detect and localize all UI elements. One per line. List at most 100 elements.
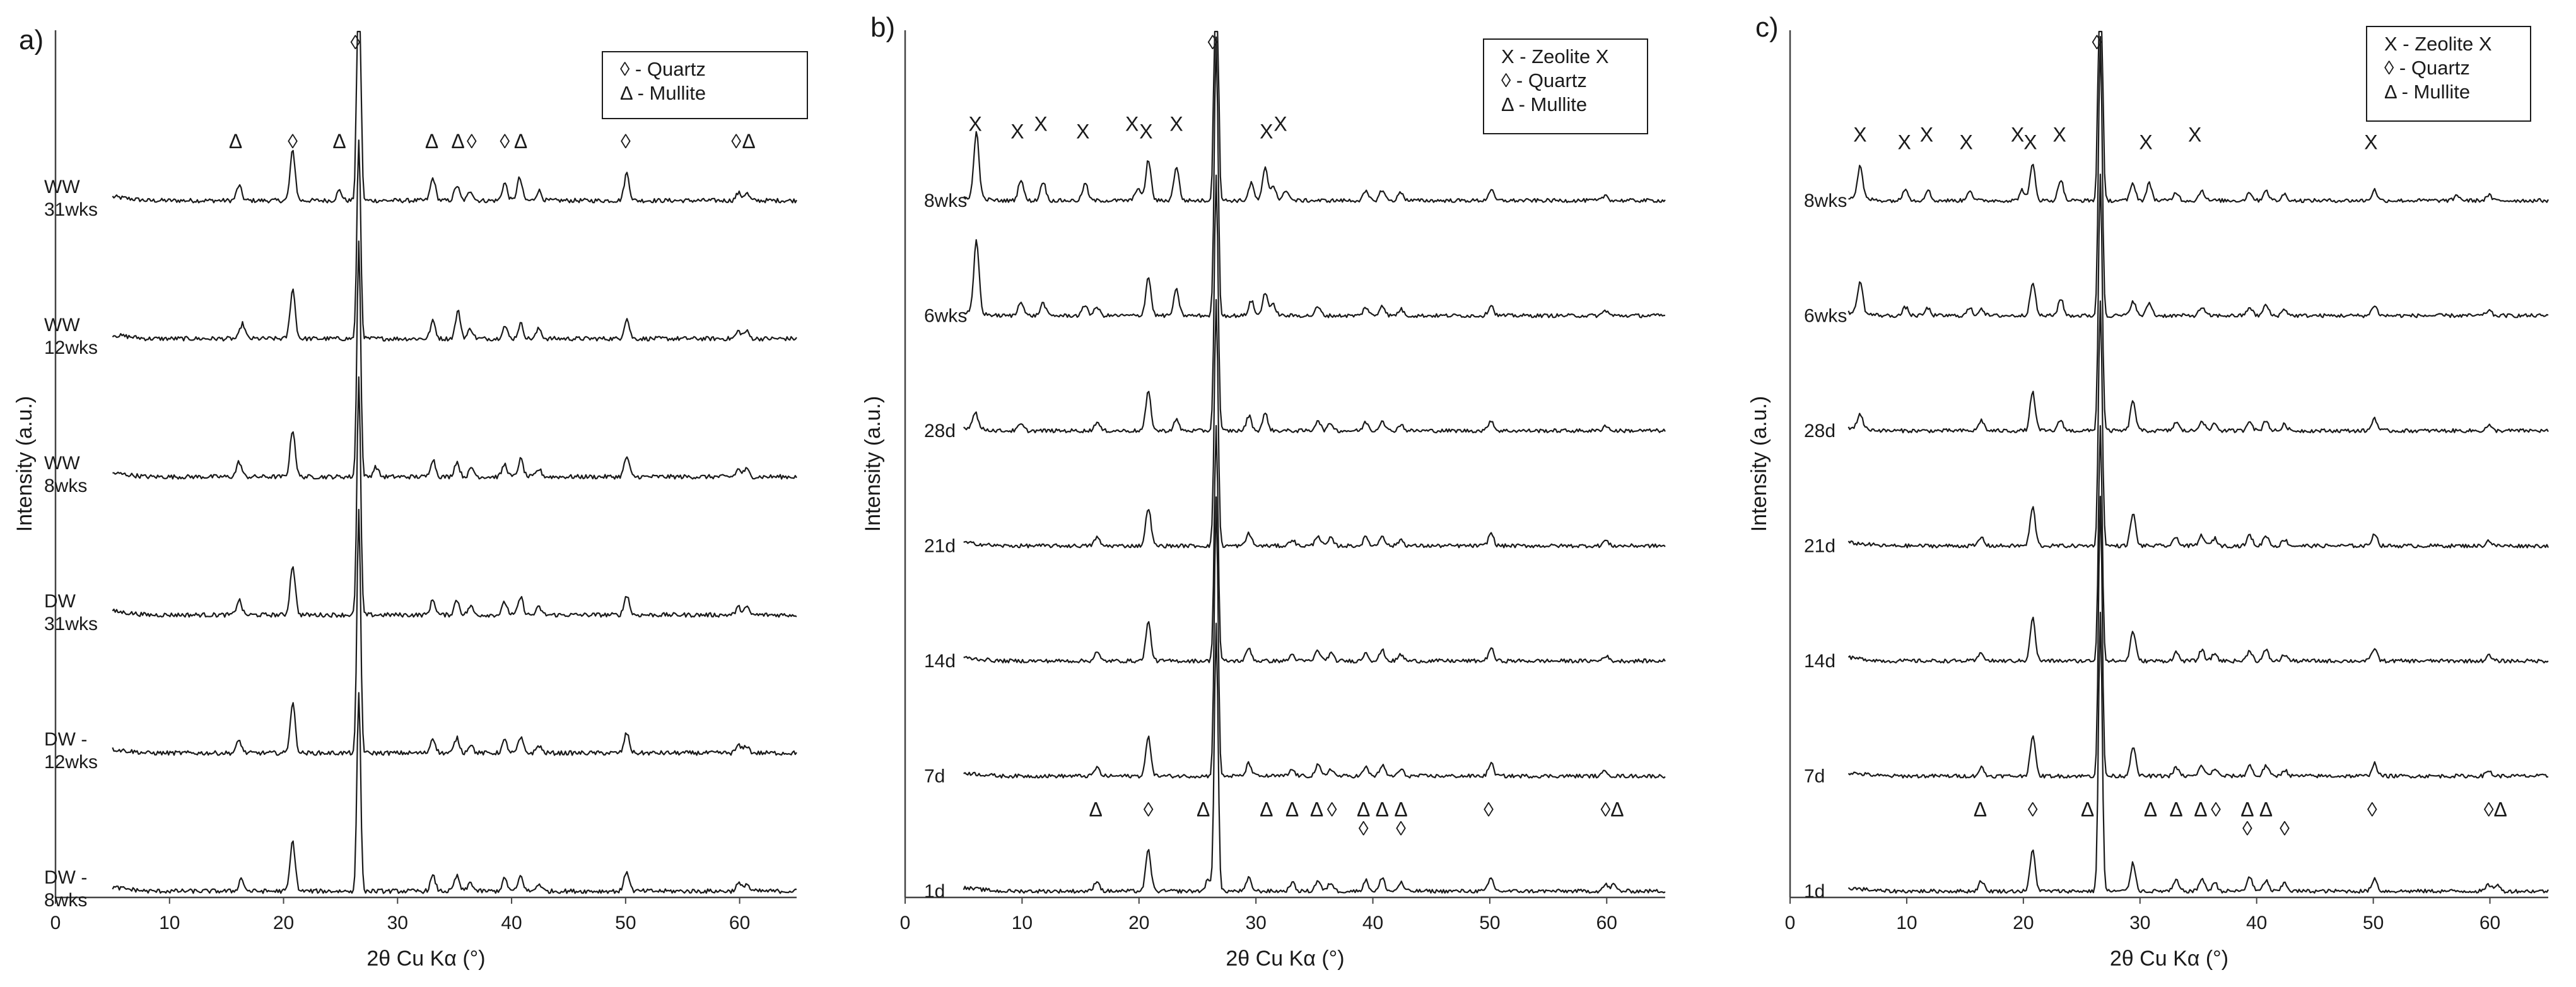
- peak-marker: Δ: [229, 130, 242, 153]
- series-label-line: 14d: [924, 651, 956, 672]
- peak-marker: Δ: [2144, 798, 2157, 821]
- x-tick-label: 10: [159, 913, 180, 933]
- peak-marker: Δ: [1310, 798, 1323, 821]
- xrd-series-line: [963, 496, 1666, 779]
- y-axis-title: Intensity (a.u.): [1747, 396, 1771, 532]
- peak-marker: X: [1125, 112, 1139, 135]
- peak-marker: Δ: [1376, 798, 1389, 821]
- x-axis-title: 2θ Cu Kα (°): [1226, 947, 1344, 971]
- xrd-series-line: [1847, 424, 2549, 664]
- peak-marker: Δ: [2169, 798, 2182, 821]
- peak-marker: ◊: [1144, 798, 1154, 821]
- x-tick-label: 20: [2013, 913, 2034, 933]
- legend-entry: ◊ - Quartz: [2384, 57, 2470, 79]
- peak-marker: X: [1010, 120, 1024, 143]
- series-label-line: 8wks: [1804, 190, 1847, 211]
- peak-marker: X: [2188, 123, 2201, 146]
- series-label-line: 8wks: [44, 890, 87, 911]
- xrd-series-line: [112, 508, 797, 756]
- peak-marker: Δ: [2259, 798, 2273, 821]
- xrd-series-line: [112, 30, 797, 204]
- x-tick-label: 60: [2479, 913, 2500, 933]
- x-tick-label: 20: [273, 913, 294, 933]
- peak-marker: Δ: [425, 130, 438, 153]
- peak-marker: ◊: [2092, 31, 2102, 54]
- series-label: 8wks: [924, 190, 967, 211]
- peak-marker: X: [1034, 112, 1047, 135]
- x-tick-label: 30: [1245, 913, 1266, 933]
- legend-entry: X - Zeolite X: [2384, 33, 2492, 55]
- legend-entry: Δ - Mullite: [620, 82, 706, 104]
- series-label-line: WW: [44, 453, 80, 474]
- x-tick-label: 20: [1128, 913, 1149, 933]
- peak-marker: Δ: [1974, 798, 1987, 821]
- peak-marker: ◊: [2280, 817, 2290, 840]
- legend-box: [602, 51, 808, 119]
- series-label-line: 12wks: [44, 337, 98, 358]
- peak-marker: Δ: [451, 130, 464, 153]
- y-axis-title: Intensity (a.u.): [861, 396, 885, 532]
- peak-marker: ◊: [2028, 798, 2038, 821]
- series-label-line: 12wks: [44, 752, 98, 773]
- legend-box: [2366, 26, 2531, 122]
- series-label-line: 28d: [1804, 421, 1835, 441]
- legend-entry: Δ - Mullite: [1501, 93, 1587, 115]
- panel-letter: b): [870, 12, 895, 43]
- series-label-line: 1d: [924, 881, 945, 902]
- series-label: 6wks: [924, 306, 967, 327]
- series-label-line: DW: [44, 591, 76, 612]
- x-tick-label: 0: [50, 913, 61, 933]
- peak-marker: Δ: [1357, 798, 1370, 821]
- series-label-line: 28d: [924, 421, 956, 441]
- y-axis-title: Intensity (a.u.): [13, 396, 37, 532]
- peak-marker: X: [1920, 123, 1933, 146]
- peak-marker: X: [969, 112, 982, 135]
- peak-marker: Δ: [742, 130, 755, 153]
- peak-marker: ◊: [1208, 31, 1218, 54]
- chart-panel-2: b) 0 10 20 30 40 50 60 2θ Cu Kα (°) Intensity (a.…: [861, 12, 1666, 971]
- legend-entry: X - Zeolite X: [1501, 45, 1609, 67]
- x-tick-label: 50: [2363, 913, 2384, 933]
- x-tick-label: 0: [1785, 913, 1796, 933]
- xrd-series-line: [112, 692, 797, 894]
- peak-marker: ◊: [621, 130, 631, 153]
- series-label-line: WW: [44, 177, 80, 197]
- legend-box: [1483, 38, 1648, 134]
- x-axis-title: 2θ Cu Kα (°): [2110, 947, 2228, 971]
- x-tick-label: 50: [1479, 913, 1500, 933]
- series-label-line: 7d: [924, 766, 945, 787]
- x-tick-label: 50: [615, 913, 636, 933]
- chart-panel-3: c) 0 10 20 30 40 50 60 2θ Cu Kα (°) Intensity (a.…: [1747, 12, 2549, 971]
- peak-marker: X: [1076, 120, 1089, 143]
- x-tick-label: 40: [501, 913, 522, 933]
- x-tick-label: 60: [729, 913, 750, 933]
- series-label-line: 21d: [924, 536, 956, 557]
- peak-marker: X: [2139, 131, 2152, 153]
- series-label-line: WW: [44, 315, 80, 336]
- peak-marker: ◊: [500, 130, 510, 153]
- peak-marker: ◊: [1601, 798, 1611, 821]
- peak-marker: Δ: [1285, 798, 1299, 821]
- peak-marker: ◊: [1359, 817, 1369, 840]
- peak-marker: ◊: [731, 130, 741, 153]
- series-label: 7d: [1804, 766, 1825, 787]
- x-tick-label: 10: [1896, 913, 1917, 933]
- xrd-series-line: [963, 30, 1666, 204]
- peak-marker: X: [2011, 123, 2024, 146]
- peak-marker: X: [2364, 131, 2377, 153]
- series-label: DW -8wks: [44, 867, 87, 911]
- legend-entry: ◊ - Quartz: [1501, 69, 1587, 91]
- peak-marker: X: [1169, 112, 1183, 135]
- peak-marker: X: [2053, 123, 2066, 146]
- series-label: 28d: [924, 421, 956, 441]
- peak-marker: X: [1898, 131, 1911, 153]
- series-label-line: 31wks: [44, 199, 98, 220]
- peak-marker: X: [1273, 112, 1287, 135]
- x-tick-label: 30: [2129, 913, 2150, 933]
- legend-entry: ◊ - Quartz: [620, 58, 706, 80]
